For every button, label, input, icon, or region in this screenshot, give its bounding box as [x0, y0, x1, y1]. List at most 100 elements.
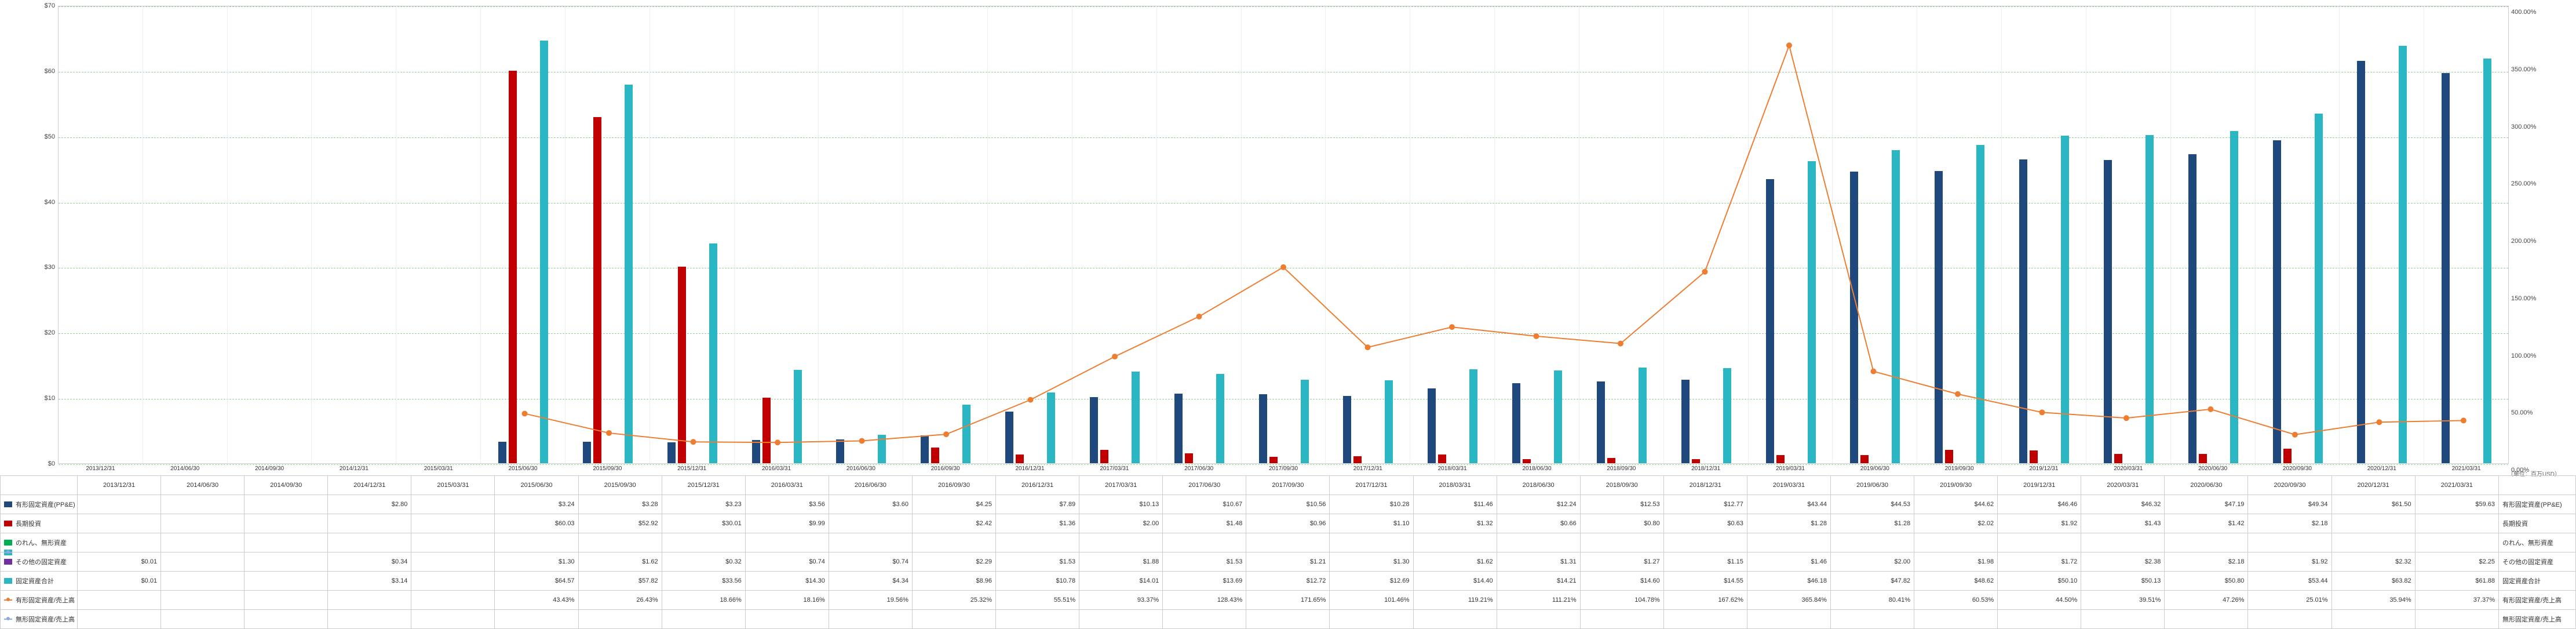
data-cell [245, 495, 328, 514]
data-cell: $64.57 [495, 572, 578, 591]
period-column: 2015/06/30 [481, 6, 565, 463]
data-cell: $3.28 [578, 495, 662, 514]
data-cell: 43.43% [495, 591, 578, 610]
data-cell: $1.98 [1914, 552, 1998, 572]
data-cell: 44.50% [1998, 591, 2081, 610]
y-right-tick: 0.00% [2511, 467, 2540, 474]
table-header-cell: 2018/09/30 [1580, 476, 1663, 495]
data-cell: 18.16% [745, 591, 829, 610]
data-cell [745, 610, 829, 629]
inv-bar [1860, 455, 1869, 463]
tot-bar [2230, 131, 2238, 463]
period-column: 2017/03/31 [1072, 6, 1157, 463]
data-cell: 111.21% [1497, 591, 1580, 610]
data-cell: $14.60 [1580, 572, 1663, 591]
table-header-cell: 2015/12/31 [662, 476, 745, 495]
y-right-tick: 350.00% [2511, 66, 2540, 73]
data-cell: $1.48 [1163, 514, 1246, 533]
data-cell [662, 610, 745, 629]
data-cell: $1.72 [1998, 552, 2081, 572]
data-cell [1914, 610, 1998, 629]
row-label: 有形固定資産(PP&E) [16, 501, 75, 508]
inv-bar [2030, 450, 2038, 463]
data-cell [912, 533, 995, 552]
data-cell: $63.82 [2331, 572, 2415, 591]
data-cell: $0.34 [328, 552, 411, 572]
inv-bar [1607, 458, 1615, 463]
data-cell: $2.29 [912, 552, 995, 572]
tot-bar [1385, 380, 1393, 463]
data-cell: $1.28 [1747, 514, 1830, 533]
table-corner-right [2499, 476, 2576, 495]
data-cell: $12.53 [1580, 495, 1663, 514]
r2-swatch [4, 616, 12, 622]
row-label-right: 有形固定資産(PP&E) [2502, 501, 2562, 508]
data-cell: $1.30 [1330, 552, 1413, 572]
table-header-cell: 2019/12/31 [1998, 476, 2081, 495]
data-cell: $0.32 [662, 552, 745, 572]
data-cell [1330, 533, 1413, 552]
data-cell: $59.63 [2415, 495, 2498, 514]
data-cell [161, 591, 245, 610]
period-column: 2017/12/31 [1326, 6, 1410, 463]
ppe-bar [1935, 171, 1943, 463]
data-cell: $14.01 [1079, 572, 1163, 591]
ppe-bar [752, 440, 760, 463]
tot-bar [1469, 369, 1477, 464]
data-cell: $2.18 [2248, 514, 2331, 533]
y-right-tick: 150.00% [2511, 295, 2540, 302]
data-cell [495, 533, 578, 552]
y-left-tick: $60 [35, 68, 55, 75]
data-cell: 80.41% [1830, 591, 1914, 610]
data-cell: $1.92 [2248, 552, 2331, 572]
data-cell: $14.21 [1497, 572, 1580, 591]
data-cell: $2.00 [1079, 514, 1163, 533]
data-cell: $44.53 [1830, 495, 1914, 514]
data-cell: $48.62 [1914, 572, 1998, 591]
data-cell [245, 610, 328, 629]
tot-bar [2483, 59, 2491, 463]
data-cell: 93.37% [1079, 591, 1163, 610]
inv-bar [1692, 459, 1700, 463]
data-cell [411, 514, 495, 533]
data-cell [2415, 610, 2498, 629]
row-header-right-tot: 固定資産合計 [2499, 572, 2576, 591]
period-column: 2015/09/30 [565, 6, 650, 463]
data-cell: $2.25 [2415, 552, 2498, 572]
data-cell [78, 591, 161, 610]
y-left-tick: $40 [35, 199, 55, 206]
period-column: 2015/12/31 [650, 6, 735, 463]
period-column: 2021/03/31 [2424, 6, 2508, 463]
row-label-right: 有形固定資産/売上高 [2502, 597, 2562, 604]
data-cell: $0.66 [1497, 514, 1580, 533]
data-cell [161, 533, 245, 552]
data-cell [1497, 533, 1580, 552]
tot-bar [962, 405, 970, 463]
inv-bar [2114, 454, 2122, 463]
inv-bar [1523, 459, 1531, 463]
period-column: 2020/06/30 [2171, 6, 2256, 463]
table-header-cell: 2020/12/31 [2331, 476, 2415, 495]
data-cell: $53.44 [2248, 572, 2331, 591]
table-header-cell: 2016/09/30 [912, 476, 995, 495]
oth-swatch [4, 559, 12, 565]
data-cell [1830, 610, 1914, 629]
period-column: 2016/06/30 [819, 6, 903, 463]
data-cell [1413, 610, 1497, 629]
data-cell: $0.01 [78, 572, 161, 591]
tot-bar [1639, 368, 1647, 463]
data-cell: 101.46% [1330, 591, 1413, 610]
row-header-right-ppe: 有形固定資産(PP&E) [2499, 495, 2576, 514]
ppe-bar [1259, 394, 1267, 463]
x-label: 2016/03/31 [735, 466, 819, 472]
table-header-cell: 2015/09/30 [578, 476, 662, 495]
data-cell: $1.43 [2081, 514, 2165, 533]
data-cell: $7.89 [996, 495, 1079, 514]
row-label-right: 無形固定資産/売上高 [2502, 616, 2562, 623]
inv-bar [593, 117, 601, 463]
data-cell: $9.99 [745, 514, 829, 533]
ppe-bar [583, 442, 591, 463]
table-header-cell: 2016/12/31 [996, 476, 1079, 495]
ppe-bar [667, 442, 676, 463]
table-header-cell: 2018/12/31 [1663, 476, 1747, 495]
